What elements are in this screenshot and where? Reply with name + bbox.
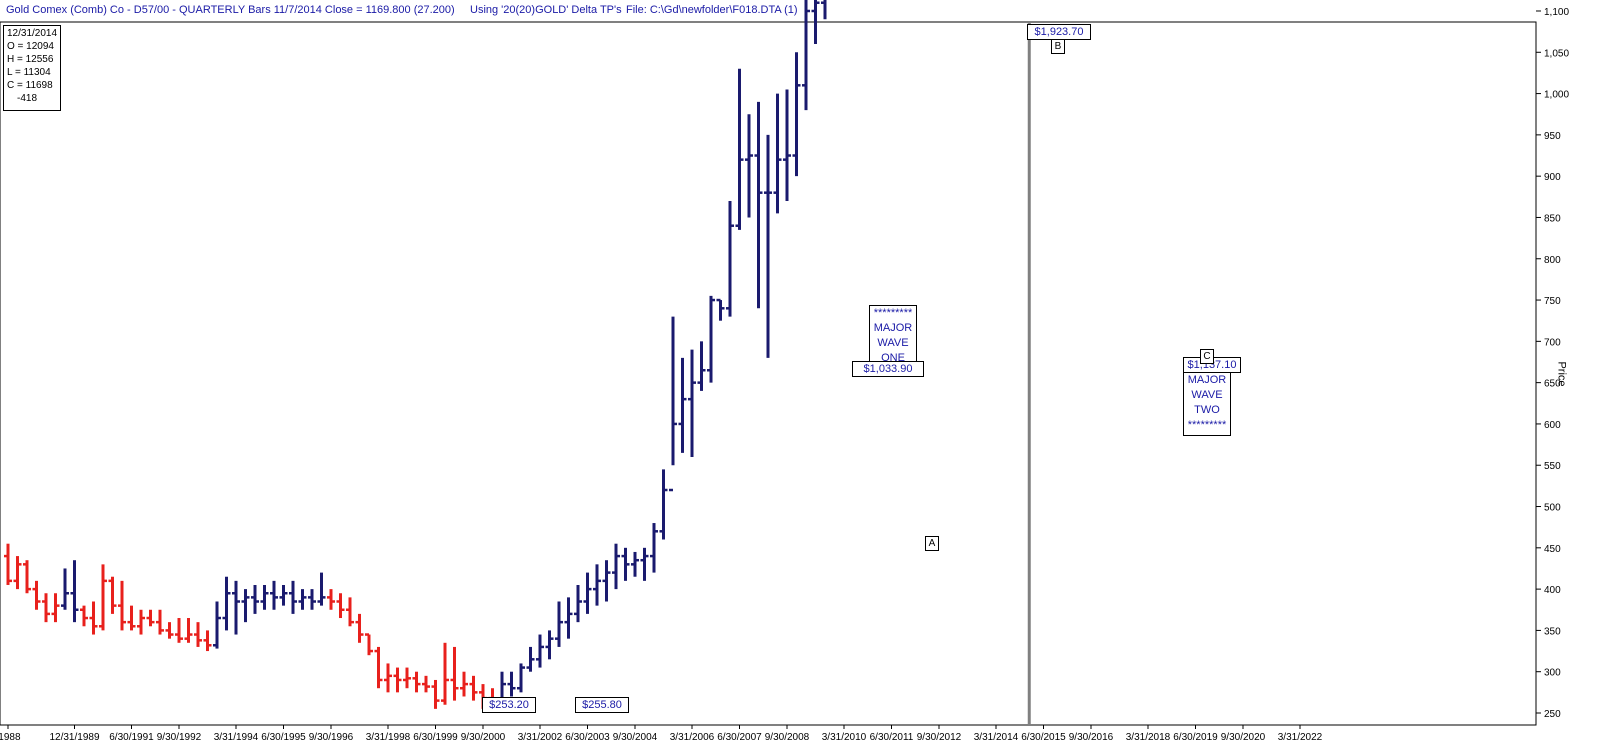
- wave-label-b: B: [1051, 39, 1065, 54]
- y-tick-label: 1,050: [1544, 48, 1569, 59]
- wave-label-a: A: [925, 536, 939, 551]
- low-2001-label: $255.80: [575, 697, 629, 713]
- ohlc-date: 12/31/2014: [7, 28, 58, 39]
- wave-two-line2: WAVE: [1191, 389, 1223, 401]
- x-tick-label: 9/30/2020: [1221, 732, 1266, 743]
- chart-title: Gold Comex (Comb) Co - D57/00 - QUARTERL…: [6, 4, 455, 16]
- major-wave-two-box: MAJOR WAVE TWO *********: [1183, 372, 1231, 436]
- x-tick-label: 9/30/2004: [613, 732, 658, 743]
- y-tick-label: 400: [1544, 585, 1561, 596]
- major-wave-one-box: ********* MAJOR WAVE ONE: [869, 305, 917, 364]
- tp-settings-text: Using '20(20)GOLD' Delta TP's: [470, 4, 622, 16]
- y-tick-label: 250: [1544, 709, 1561, 720]
- x-tick-label: 6/30/2019: [1173, 732, 1218, 743]
- y-tick-label: 750: [1544, 296, 1561, 307]
- x-tick-label: 3/31/2018: [1126, 732, 1171, 743]
- x-tick-label: /1988: [0, 732, 21, 743]
- y-tick-label: 500: [1544, 503, 1561, 514]
- ohlc-change: -418: [17, 93, 38, 104]
- y-tick-label: 700: [1544, 337, 1561, 348]
- ohlc-high: H = 12556: [7, 54, 54, 65]
- x-tick-label: 3/31/2022: [1278, 732, 1323, 743]
- x-tick-label: 9/30/1992: [157, 732, 202, 743]
- x-tick-label: 6/30/1999: [413, 732, 458, 743]
- x-tick-label: 9/30/2008: [765, 732, 810, 743]
- wave-one-stars: *********: [873, 307, 913, 319]
- x-tick-label: 3/31/2014: [974, 732, 1019, 743]
- x-tick-label: 6/30/2003: [565, 732, 610, 743]
- ohlc-close: C = 11698: [7, 80, 53, 91]
- x-tick-label: 6/30/2007: [717, 732, 762, 743]
- x-tick-label: 6/30/1991: [109, 732, 154, 743]
- y-tick-label: 450: [1544, 544, 1561, 555]
- y-tick-label: 1,000: [1544, 90, 1569, 101]
- y-tick-label: 950: [1544, 131, 1561, 142]
- y-tick-label: 350: [1544, 626, 1561, 637]
- ohlc-low: L = 11304: [7, 67, 51, 78]
- x-tick-label: 6/30/2011: [870, 732, 914, 743]
- x-tick-label: 3/31/2010: [822, 732, 867, 743]
- x-tick-label: 9/30/1996: [309, 732, 354, 743]
- x-tick-label: 3/31/2002: [518, 732, 563, 743]
- x-tick-label: 9/30/2012: [917, 732, 962, 743]
- wave-label-c: C: [1200, 349, 1214, 364]
- y-tick-label: 650: [1544, 379, 1561, 390]
- wave-one-line2: WAVE: [877, 337, 909, 349]
- wave-one-line3: ONE: [881, 352, 905, 364]
- y-tick-label: 1,100: [1544, 7, 1569, 18]
- y-tick-label: 900: [1544, 172, 1561, 183]
- wave-two-line1: MAJOR: [1187, 374, 1227, 386]
- y-tick-label: 550: [1544, 461, 1561, 472]
- y-tick-label: 850: [1544, 213, 1561, 224]
- ohlc-open: O = 12094: [7, 41, 54, 52]
- y-tick-label: 300: [1544, 668, 1561, 679]
- wave-two-line3: TWO: [1194, 404, 1220, 416]
- wave-two-stars: *********: [1187, 419, 1227, 431]
- plot-area-frame: [0, 21, 1537, 726]
- y-tick-label: 600: [1544, 420, 1561, 431]
- x-tick-label: 3/31/2006: [670, 732, 715, 743]
- x-tick-label: 9/30/2016: [1069, 732, 1114, 743]
- x-tick-label: 9/30/2000: [461, 732, 506, 743]
- peak-2011-label: $1,923.70: [1027, 24, 1091, 40]
- x-tick-label: 3/31/1994: [214, 732, 259, 743]
- chart-header: Gold Comex (Comb) Co - D57/00 - QUARTERL…: [0, 0, 1600, 22]
- x-tick-label: 6/30/2015: [1021, 732, 1066, 743]
- wave-one-line1: MAJOR: [873, 322, 913, 334]
- x-tick-label: 3/31/1998: [366, 732, 411, 743]
- ohlc-readout-box: 12/31/2014 O = 12094 H = 12556 L = 11304…: [3, 25, 61, 111]
- y-axis-label: Price: [1555, 361, 1568, 387]
- x-tick-label: 6/30/1995: [261, 732, 306, 743]
- y-tick-label: 800: [1544, 255, 1561, 266]
- low-1999-label: $253.20: [482, 697, 536, 713]
- file-path-text: File: C:\Gd\newfolder\F018.DTA (1): [626, 4, 798, 16]
- x-tick-label: 12/31/1989: [49, 732, 99, 743]
- peak-2008-label: $1,033.90: [852, 361, 924, 377]
